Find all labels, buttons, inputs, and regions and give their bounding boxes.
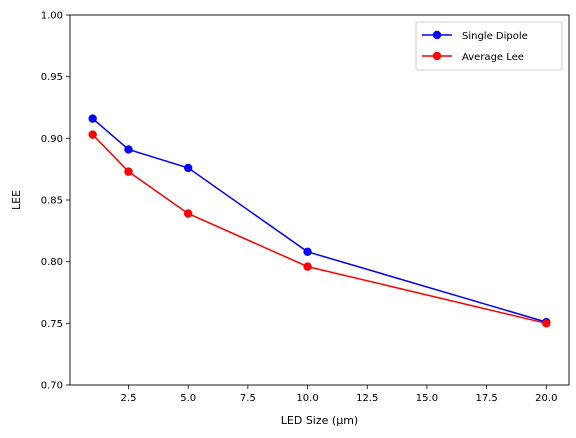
- x-tick-label: 15.0: [416, 393, 438, 404]
- data-point-average-lee: [303, 262, 312, 271]
- plot-background: [70, 15, 569, 385]
- y-tick-label: 0.95: [41, 72, 63, 83]
- x-tick-label: 20.0: [535, 393, 557, 404]
- y-axis-label: LEE: [10, 190, 23, 210]
- data-point-single-dipole: [303, 247, 312, 256]
- data-point-average-lee: [124, 167, 133, 176]
- y-axis: 0.70 0.75 0.80 0.85 0.90 0.95 1.00: [41, 11, 70, 392]
- series-layer: [88, 114, 551, 328]
- y-tick-label: 1.00: [41, 11, 63, 22]
- x-axis-label: LED Size (μm): [281, 414, 358, 427]
- series-average-lee: [88, 130, 551, 328]
- y-tick-label: 0.85: [41, 196, 63, 207]
- legend-label-average-lee: Average Lee: [462, 52, 524, 63]
- data-point-average-lee: [542, 319, 551, 328]
- y-tick-label: 0.90: [41, 134, 63, 145]
- y-tick-label: 0.70: [41, 381, 63, 392]
- data-point-single-dipole: [88, 114, 97, 123]
- data-point-average-lee: [88, 130, 97, 139]
- data-point-average-lee: [183, 209, 193, 218]
- x-tick-label: 2.5: [121, 393, 137, 404]
- legend-marker-average-lee: [432, 51, 442, 61]
- x-tick-label: 17.5: [475, 393, 497, 404]
- x-tick-label: 10.0: [296, 393, 318, 404]
- legend-box: [415, 21, 563, 71]
- x-tick-label: 12.5: [356, 393, 378, 404]
- x-tick-label: 5.0: [180, 393, 196, 404]
- x-axis: 2.5 5.0 7.5 10.0 12.5 15.0 17.5 20.0: [121, 385, 557, 404]
- legend: Single Dipole Average Lee: [415, 21, 563, 71]
- y-tick-label: 0.80: [41, 257, 63, 268]
- y-tick-label: 0.75: [41, 319, 63, 330]
- legend-marker-single-dipole: [432, 30, 442, 40]
- legend-label-single-dipole: Single Dipole: [462, 31, 528, 42]
- data-point-single-dipole: [124, 145, 133, 154]
- x-tick-label: 7.5: [240, 393, 256, 404]
- plot-area: [70, 15, 569, 385]
- data-point-single-dipole: [183, 163, 193, 173]
